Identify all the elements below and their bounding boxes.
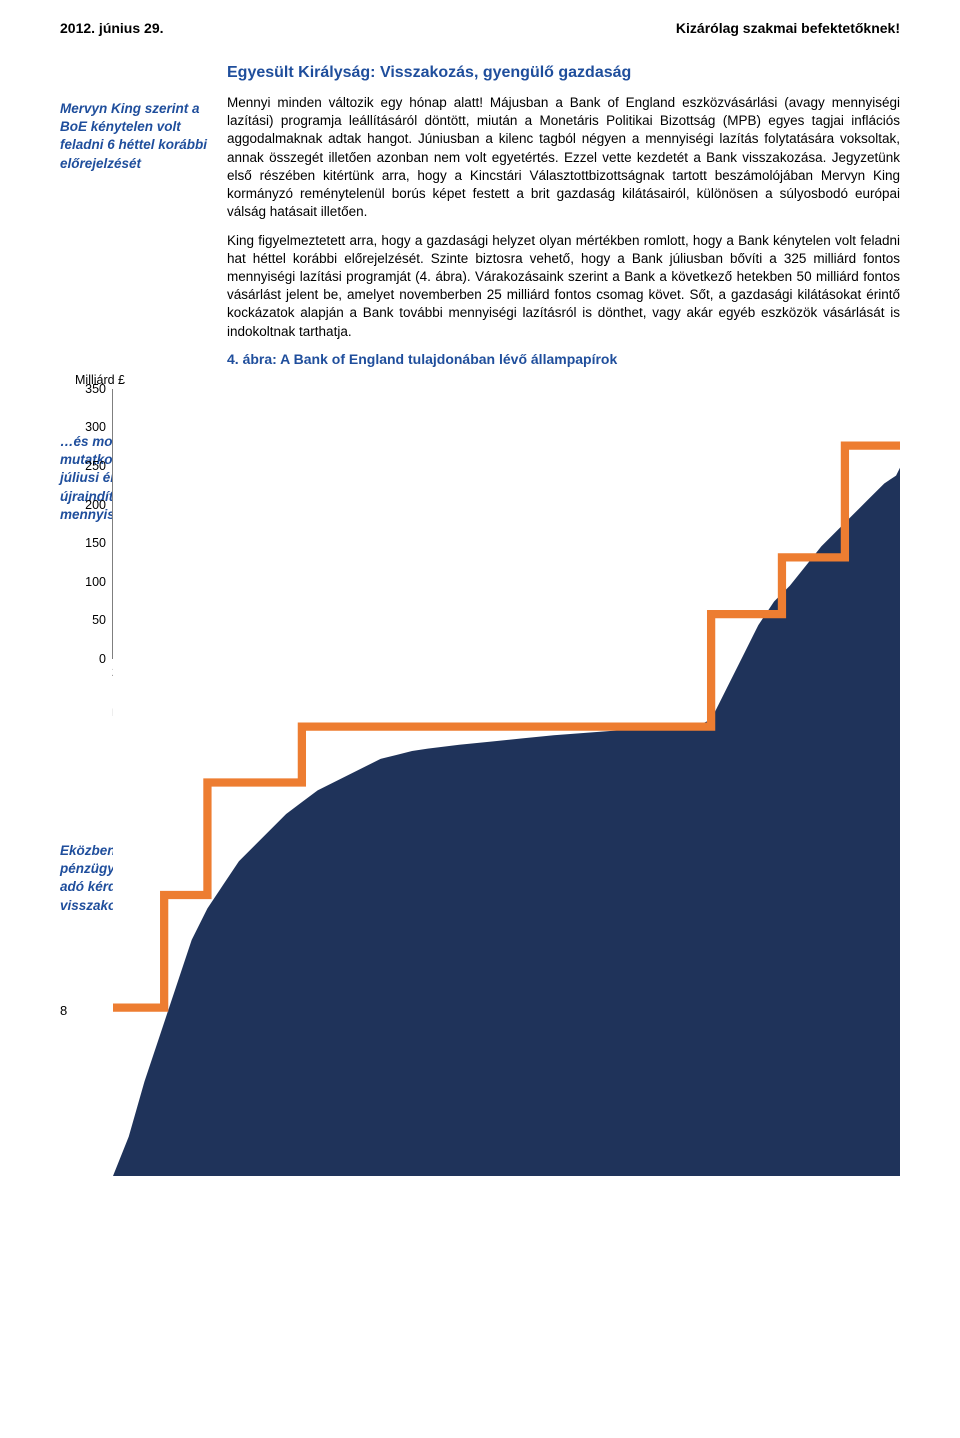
sidebar-note-1: Mervyn King szerint a BoE kénytelen volt…	[60, 100, 215, 173]
chart-y-labels: 350300250200150100500	[57, 389, 112, 659]
section-title: Egyesült Királyság: Visszakozás, gyengül…	[227, 64, 900, 82]
paragraph-2: King figyelmeztetett arra, hogy a gazdas…	[227, 232, 900, 341]
chart-y-title: Milliárd £	[57, 373, 900, 387]
chart-plot-area	[112, 389, 900, 659]
page-number: 8	[60, 1003, 67, 1018]
header-disclaimer: Kizárólag szakmai befektetőknek!	[676, 20, 900, 36]
main-column: Egyesült Királyság: Visszakozás, gyengül…	[227, 64, 900, 834]
header-date: 2012. június 29.	[60, 20, 164, 36]
chart: Milliárd £ 350300250200150100500 2009. m…	[57, 373, 900, 719]
paragraph-1: Mennyi minden változik egy hónap alatt! …	[227, 94, 900, 222]
chart-svg	[113, 389, 900, 1176]
chart-caption: 4. ábra: A Bank of England tulajdonában …	[227, 351, 900, 367]
